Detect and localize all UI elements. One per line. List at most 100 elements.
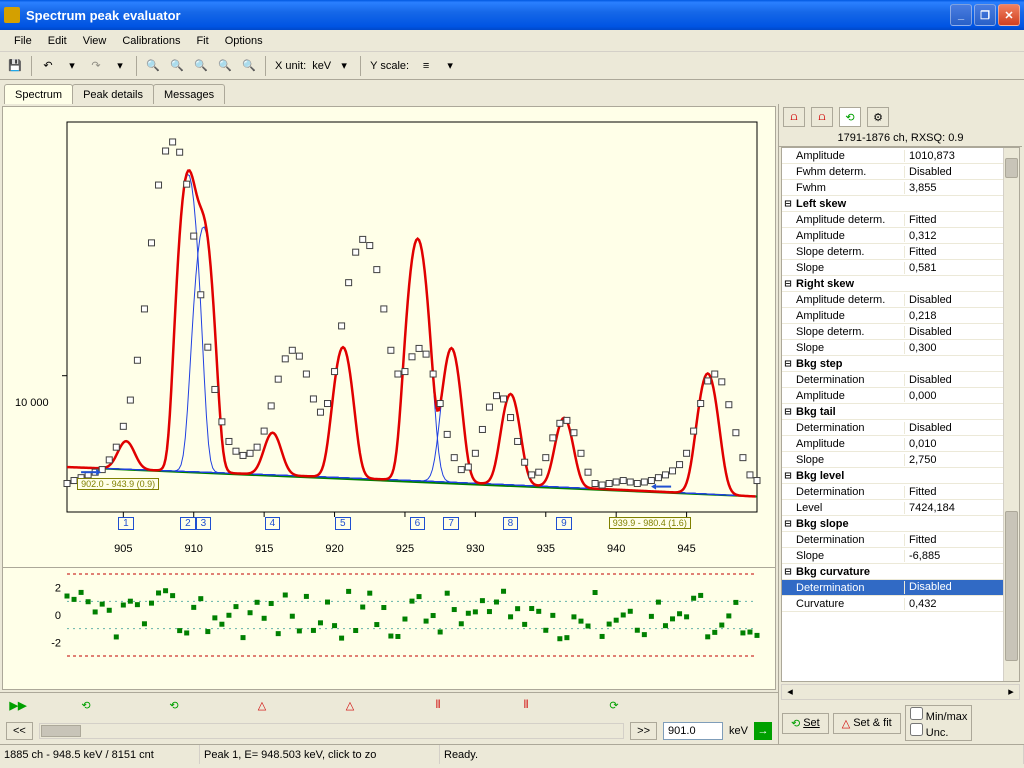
close-button[interactable]: ✕ bbox=[998, 4, 1020, 26]
xunit-dropdown-icon[interactable]: ▾ bbox=[333, 55, 355, 77]
vertical-scrollbar[interactable] bbox=[1003, 148, 1019, 681]
nav-next-button[interactable]: >> bbox=[630, 722, 657, 740]
property-row[interactable]: Amplitude0,010 bbox=[782, 436, 1019, 452]
peak-label-8[interactable]: 8 bbox=[503, 517, 519, 530]
rtab-peaks-icon[interactable]: ⩍ bbox=[783, 107, 805, 127]
property-row[interactable]: ⊟Right skew bbox=[782, 276, 1019, 292]
spectrum-chart[interactable]: 10 000 905910915920925930935940945123456… bbox=[3, 107, 775, 567]
property-row[interactable]: DeterminationDisabled ▾ bbox=[782, 580, 1019, 596]
yscale-dropdown-icon[interactable]: ▾ bbox=[439, 55, 461, 77]
nav-prev-button[interactable]: << bbox=[6, 722, 33, 740]
go-button[interactable]: → bbox=[754, 722, 772, 740]
property-row[interactable]: ⊟Bkg step bbox=[782, 356, 1019, 372]
peak-label-5[interactable]: 5 bbox=[335, 517, 351, 530]
property-row[interactable]: Amplitude determ.Fitted bbox=[782, 212, 1019, 228]
region-label[interactable]: 902.0 - 943.9 (0.9) bbox=[77, 478, 159, 490]
zoom-icon[interactable]: 🔍 bbox=[142, 55, 164, 77]
property-row[interactable]: Curvature0,432 bbox=[782, 596, 1019, 612]
tab-spectrum[interactable]: Spectrum bbox=[4, 84, 73, 104]
property-row[interactable]: Amplitude0,312 bbox=[782, 228, 1019, 244]
property-row[interactable]: Level7424,184 bbox=[782, 500, 1019, 516]
property-row[interactable]: DeterminationDisabled bbox=[782, 420, 1019, 436]
property-row[interactable]: Amplitude0,000 bbox=[782, 388, 1019, 404]
minimize-button[interactable]: _ bbox=[950, 4, 972, 26]
svg-text:2: 2 bbox=[55, 583, 61, 595]
peak-label-4[interactable]: 4 bbox=[265, 517, 281, 530]
rtab-settings-icon[interactable]: ⚙ bbox=[867, 107, 889, 127]
peak-label-9[interactable]: 9 bbox=[556, 517, 572, 530]
property-row[interactable]: Amplitude1010,873 bbox=[782, 148, 1019, 164]
property-row[interactable]: Fwhm3,855 bbox=[782, 180, 1019, 196]
position-input[interactable] bbox=[663, 722, 723, 740]
property-row[interactable]: Slope0,300 bbox=[782, 340, 1019, 356]
menu-calibrations[interactable]: Calibrations bbox=[114, 33, 188, 49]
app-icon bbox=[4, 7, 20, 23]
peak-split-icon[interactable]: ⫴ bbox=[426, 696, 450, 716]
minmax-checkbox[interactable]: Min/max bbox=[910, 707, 968, 723]
position-unit: keV bbox=[729, 725, 748, 737]
menubar: FileEditViewCalibrationsFitOptions bbox=[0, 30, 1024, 52]
menu-edit[interactable]: Edit bbox=[40, 33, 75, 49]
property-row[interactable]: ⊟Bkg slope bbox=[782, 516, 1019, 532]
property-row[interactable]: Slope determ.Disabled bbox=[782, 324, 1019, 340]
menu-view[interactable]: View bbox=[75, 33, 115, 49]
property-row[interactable]: Slope-6,885 bbox=[782, 548, 1019, 564]
property-row[interactable]: Slope2,750 bbox=[782, 452, 1019, 468]
peak-label-2[interactable]: 2 bbox=[180, 517, 196, 530]
peak-nav-2-icon[interactable]: ⟲ bbox=[162, 696, 186, 716]
property-row[interactable]: DeterminationFitted bbox=[782, 484, 1019, 500]
zoom-out-icon[interactable]: 🔍 bbox=[214, 55, 236, 77]
peak-label-6[interactable]: 6 bbox=[410, 517, 426, 530]
undo-icon[interactable]: ↶ bbox=[37, 55, 59, 77]
property-row[interactable]: DeterminationDisabled bbox=[782, 372, 1019, 388]
property-row[interactable]: Slope0,581 bbox=[782, 260, 1019, 276]
rtab-params-icon[interactable]: ⟲ bbox=[839, 107, 861, 127]
property-grid[interactable]: Amplitude1010,873Fwhm determ.DisabledFwh… bbox=[781, 147, 1020, 682]
property-row[interactable]: DeterminationFitted bbox=[782, 532, 1019, 548]
tab-peak-details[interactable]: Peak details bbox=[72, 84, 154, 104]
maximize-button[interactable]: ❐ bbox=[974, 4, 996, 26]
zoom-region-icon[interactable]: 🔍 bbox=[238, 55, 260, 77]
play-icon[interactable]: ▶▶ bbox=[6, 696, 30, 716]
redo-icon[interactable]: ↷ bbox=[85, 55, 107, 77]
property-row[interactable]: ⊟Left skew bbox=[782, 196, 1019, 212]
x-tick-label: 905 bbox=[114, 543, 132, 555]
region-label[interactable]: 939.9 - 980.4 (1.6) bbox=[609, 517, 691, 529]
peak-nav-1-icon[interactable]: ⟲ bbox=[74, 696, 98, 716]
redo-dropdown-icon[interactable]: ▾ bbox=[109, 55, 131, 77]
property-row[interactable]: Slope determ.Fitted bbox=[782, 244, 1019, 260]
peak-next-icon[interactable]: ⟳ bbox=[602, 696, 626, 716]
peak-label-1[interactable]: 1 bbox=[118, 517, 134, 530]
property-row[interactable]: ⊟Bkg level bbox=[782, 468, 1019, 484]
property-row[interactable]: ⊟Bkg tail bbox=[782, 404, 1019, 420]
menu-fit[interactable]: Fit bbox=[188, 33, 216, 49]
save-icon[interactable]: 💾 bbox=[4, 55, 26, 77]
set-fit-button[interactable]: △Set & fit bbox=[833, 713, 901, 734]
peak-add-icon[interactable]: △ bbox=[250, 696, 274, 716]
peak-label-7[interactable]: 7 bbox=[443, 517, 459, 530]
residual-chart[interactable]: -202 bbox=[3, 567, 775, 665]
peak-remove-icon[interactable]: △ bbox=[338, 696, 362, 716]
peak-merge-icon[interactable]: ⫴ bbox=[514, 696, 538, 716]
unc-checkbox[interactable]: Unc. bbox=[910, 723, 968, 739]
property-row[interactable]: Amplitude0,218 bbox=[782, 308, 1019, 324]
zoom-in-icon[interactable]: 🔍 bbox=[166, 55, 188, 77]
right-header: 1791-1876 ch, RXSQ: 0.9 bbox=[779, 130, 1022, 147]
bottom-bar: << >> keV → bbox=[0, 718, 778, 744]
property-row[interactable]: Amplitude determ.Disabled bbox=[782, 292, 1019, 308]
horizontal-scrollbar[interactable] bbox=[39, 723, 624, 739]
property-row[interactable]: Fwhm determ.Disabled bbox=[782, 164, 1019, 180]
peak-label-3[interactable]: 3 bbox=[196, 517, 212, 530]
status-ready: Ready. bbox=[440, 745, 1024, 764]
menu-file[interactable]: File bbox=[6, 33, 40, 49]
tab-messages[interactable]: Messages bbox=[153, 84, 225, 104]
set-button[interactable]: ⟲Set bbox=[782, 713, 829, 734]
property-row[interactable]: ⊟Bkg curvature bbox=[782, 564, 1019, 580]
menu-options[interactable]: Options bbox=[217, 33, 271, 49]
yscale-icon[interactable]: ≡ bbox=[415, 55, 437, 77]
zoom-fit-icon[interactable]: 🔍 bbox=[190, 55, 212, 77]
rtab-fit-icon[interactable]: ⩍ bbox=[811, 107, 833, 127]
undo-dropdown-icon[interactable]: ▾ bbox=[61, 55, 83, 77]
xunit-value[interactable]: keV bbox=[312, 60, 331, 72]
xunit-label: X unit: bbox=[271, 60, 310, 72]
